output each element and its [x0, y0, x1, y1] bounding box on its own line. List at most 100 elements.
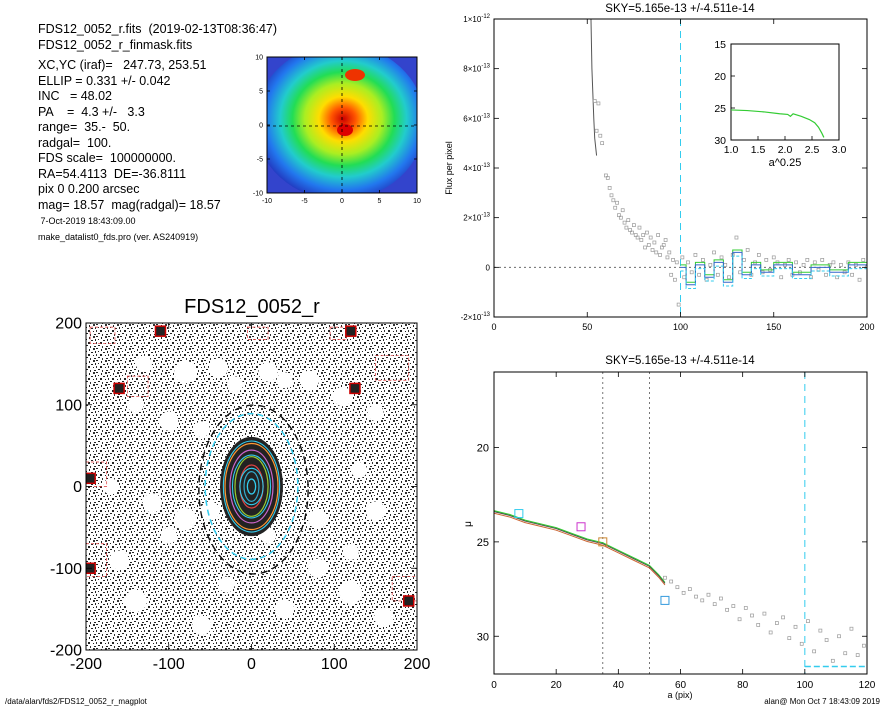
mask-blob — [342, 543, 359, 560]
mask-blob — [366, 501, 386, 521]
sky-point — [671, 258, 675, 262]
sky-point — [658, 253, 662, 257]
mu-point — [687, 587, 692, 591]
thumb-xtick-label: 10 — [413, 198, 421, 205]
footer-stamp: alan@ Mon Oct 7 18:43:09 2019 — [764, 697, 880, 706]
sky-point — [708, 263, 713, 267]
sky-ytick-label: 6×10-13 — [463, 113, 490, 123]
sky-ytick-mantissa: 4×10 — [463, 164, 482, 173]
fit-range: range= 35.- 50. — [38, 120, 131, 134]
mask-blob — [208, 358, 228, 378]
sky-point — [633, 233, 638, 237]
mask-blob — [308, 558, 328, 578]
sky-point — [600, 141, 605, 146]
sky-point — [624, 225, 629, 230]
inset-ytick-label: 15 — [714, 39, 726, 51]
mu-ytick-label: 30 — [477, 631, 489, 643]
sky-ytick-label: 8×10-13 — [463, 64, 490, 74]
mask-blob — [192, 615, 212, 636]
masked-star — [154, 325, 167, 337]
image-xtick-label: -100 — [153, 656, 185, 673]
mask-blob — [127, 396, 144, 413]
mask-blob — [299, 370, 320, 390]
mu-title: SKY=5.165e-13 +/-4.511e-14 — [605, 355, 755, 367]
isophote — [224, 442, 279, 531]
mu-point — [787, 636, 792, 640]
sky-point — [831, 260, 836, 265]
mask-box — [86, 461, 108, 487]
mu-ytick-label: 20 — [477, 443, 489, 455]
mu-curve-dark — [494, 511, 666, 584]
mu-xtick-label: 40 — [613, 680, 625, 691]
sky-xtick-label: 200 — [859, 322, 874, 332]
sky-ytick-mantissa: 2×10 — [463, 214, 482, 223]
sky-point — [596, 101, 601, 106]
mu-point — [862, 643, 866, 648]
mask-blob — [193, 421, 210, 438]
program-version: make_datalist0_fds.pro (ver. AS240919) — [38, 231, 199, 242]
mask-blob — [218, 576, 235, 593]
mu-marker — [514, 509, 524, 519]
mu-point — [837, 634, 841, 639]
sky-ytick-exponent: -13 — [481, 64, 490, 70]
sky-point — [620, 208, 625, 213]
mu-curve-green — [494, 510, 666, 583]
masked-star — [402, 595, 415, 607]
sky-point — [630, 230, 634, 235]
mu-xtick-label: 20 — [551, 680, 563, 691]
thumbnail-blob — [345, 69, 365, 81]
radgal: radgal= 100. — [38, 135, 112, 150]
sky-point — [719, 255, 724, 260]
thumb-ytick-label: -10 — [253, 190, 263, 197]
mu-marker — [598, 537, 608, 547]
sky-point — [745, 248, 750, 252]
thumb-xtick-label: -5 — [301, 198, 307, 205]
mask-blob — [351, 462, 368, 479]
mask-box — [89, 326, 116, 344]
mask-filename-line: FDS12_0052_r_finmask.fits — [38, 37, 193, 52]
sky-point — [598, 133, 603, 138]
mu-point — [731, 604, 736, 608]
mu-point — [762, 611, 767, 616]
sky-point — [689, 270, 694, 275]
mask-blob — [159, 411, 179, 431]
sky-ytick-exponent: -12 — [481, 14, 490, 20]
mask-box — [375, 355, 410, 381]
mu-point — [818, 628, 823, 633]
sky-xtick-label: 50 — [582, 322, 592, 332]
mask-blob — [226, 376, 243, 393]
isophote — [234, 456, 269, 517]
sky-ytick-mantissa: 8×10 — [463, 65, 482, 74]
sky-point — [701, 258, 705, 262]
mu-point — [725, 607, 729, 612]
mu-point — [681, 590, 686, 595]
masked-star — [113, 382, 125, 395]
thumb-ytick-label: 10 — [255, 54, 263, 61]
sky-step-cyan — [680, 255, 867, 289]
mu-point — [793, 624, 798, 629]
sky-point — [650, 248, 655, 252]
mu-xtick-label: 120 — [859, 680, 876, 691]
mask-box — [86, 543, 108, 577]
fit-ellipse — [222, 440, 281, 533]
mu-point — [768, 630, 773, 635]
galaxy-isophotes — [198, 404, 309, 575]
inset-xlabel: a^0.25 — [769, 157, 802, 169]
mu-point — [743, 606, 748, 610]
sky-point — [824, 272, 828, 277]
sky-point — [715, 272, 720, 277]
mask-blob — [276, 372, 293, 389]
sky-ytick-mantissa: 6×10 — [463, 114, 482, 123]
fit-ellipse — [239, 467, 264, 506]
sky-point — [618, 215, 623, 220]
mask-blob — [142, 493, 162, 513]
mu-xtick-label: 0 — [491, 680, 497, 691]
inset-ytick-label: 30 — [714, 135, 726, 147]
sky-point — [667, 250, 672, 255]
image-title: FDS12_0052_r — [184, 296, 320, 318]
image-ytick-label: -100 — [50, 561, 82, 578]
fds-scale: FDS scale= 100000000. — [38, 151, 176, 165]
sky-point — [734, 235, 739, 240]
image-xtick-label: 0 — [247, 656, 256, 673]
sky-point — [786, 258, 791, 262]
